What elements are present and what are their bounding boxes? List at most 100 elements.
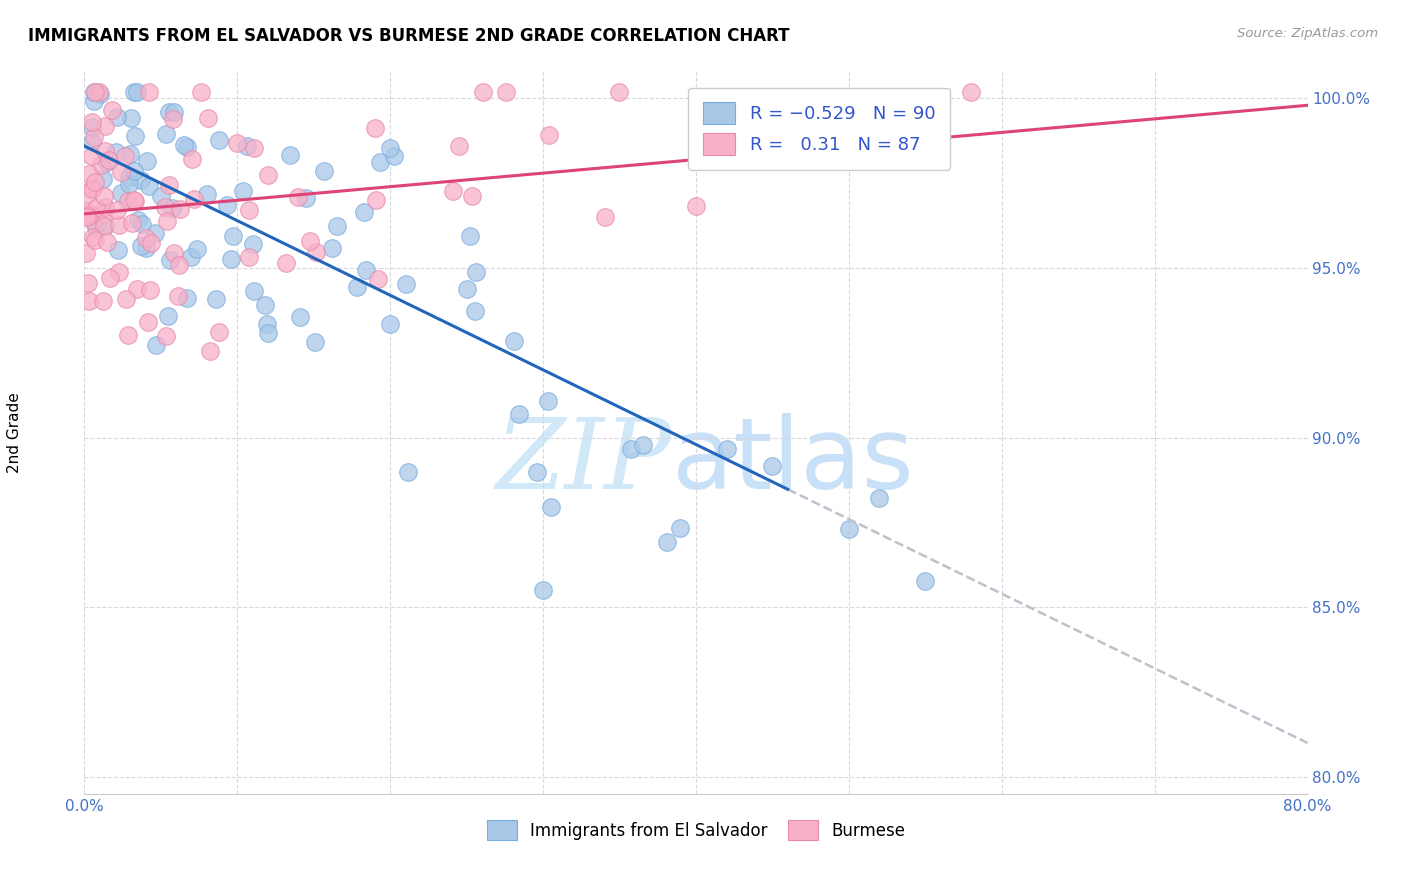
Point [89, 87, 111, 101]
Point [367, 272, 389, 286]
Point [94, 120, 117, 134]
Point [180, 251, 202, 265]
Point [105, 202, 128, 217]
Point [495, 85, 517, 99]
Point [150, 189, 173, 203]
Point [84, 219, 107, 234]
Point [94, 219, 117, 234]
Text: atlas: atlas [672, 413, 912, 510]
Point [508, 407, 530, 421]
Point [117, 194, 139, 208]
Point [304, 334, 326, 349]
Point [83, 94, 105, 108]
Point [441, 185, 464, 199]
Point [143, 226, 166, 240]
Point [76, 211, 98, 225]
Point [84, 85, 107, 99]
Point [364, 120, 387, 135]
Point [256, 317, 278, 331]
Point [226, 136, 249, 150]
Point [82, 213, 104, 227]
Point [76, 204, 98, 219]
Point [537, 394, 560, 409]
Point [163, 246, 186, 260]
Point [108, 265, 131, 279]
Legend: Immigrants from El Salvador, Burmese: Immigrants from El Salvador, Burmese [481, 814, 911, 847]
Point [298, 235, 321, 249]
Point [93, 189, 115, 203]
Point [205, 292, 228, 306]
Point [93, 219, 115, 233]
Point [79, 208, 101, 222]
Point [631, 438, 654, 452]
Point [869, 491, 891, 505]
Point [312, 164, 335, 178]
Point [131, 217, 153, 231]
Point [80, 149, 103, 163]
Point [157, 104, 180, 119]
Point [176, 140, 198, 154]
Point [176, 291, 198, 305]
Point [183, 192, 205, 206]
Point [208, 325, 231, 339]
Point [117, 327, 139, 342]
Point [531, 583, 554, 598]
Point [396, 465, 419, 479]
Point [83, 85, 105, 99]
Point [77, 277, 100, 291]
Point [669, 521, 692, 535]
Point [326, 219, 349, 233]
Point [118, 178, 141, 192]
Point [155, 127, 177, 141]
Point [125, 282, 148, 296]
Point [458, 229, 481, 244]
Point [232, 184, 254, 198]
Point [135, 153, 157, 168]
Point [157, 178, 180, 192]
Point [526, 466, 548, 480]
Point [77, 187, 100, 202]
Point [461, 189, 484, 203]
Point [464, 303, 486, 318]
Point [190, 85, 212, 99]
Point [156, 309, 179, 323]
Point [94, 200, 117, 214]
Point [465, 265, 488, 279]
Text: Source: ZipAtlas.com: Source: ZipAtlas.com [1237, 27, 1378, 40]
Point [135, 231, 157, 245]
Point [370, 154, 392, 169]
Point [129, 173, 152, 187]
Point [208, 133, 231, 147]
Point [195, 186, 218, 201]
Point [83, 129, 105, 144]
Point [125, 85, 148, 99]
Point [169, 202, 191, 216]
Point [122, 164, 145, 178]
Point [91, 172, 114, 186]
Point [540, 500, 562, 514]
Point [82, 181, 104, 195]
Text: IMMIGRANTS FROM EL SALVADOR VS BURMESE 2ND GRADE CORRELATION CHART: IMMIGRANTS FROM EL SALVADOR VS BURMESE 2… [28, 27, 790, 45]
Point [181, 152, 204, 166]
Point [145, 338, 167, 352]
Point [127, 212, 149, 227]
Point [76, 208, 98, 222]
Point [124, 129, 146, 144]
Point [380, 141, 402, 155]
Point [198, 343, 221, 358]
Point [84, 234, 107, 248]
Point [197, 111, 219, 125]
Point [120, 146, 142, 161]
Point [124, 194, 146, 208]
Point [118, 170, 141, 185]
Point [163, 105, 186, 120]
Point [121, 216, 143, 230]
Point [685, 199, 707, 213]
Point [456, 282, 478, 296]
Point [354, 263, 377, 277]
Point [538, 128, 561, 143]
Point [96, 155, 118, 169]
Point [162, 112, 184, 127]
Point [221, 252, 243, 267]
Point [94, 145, 117, 159]
